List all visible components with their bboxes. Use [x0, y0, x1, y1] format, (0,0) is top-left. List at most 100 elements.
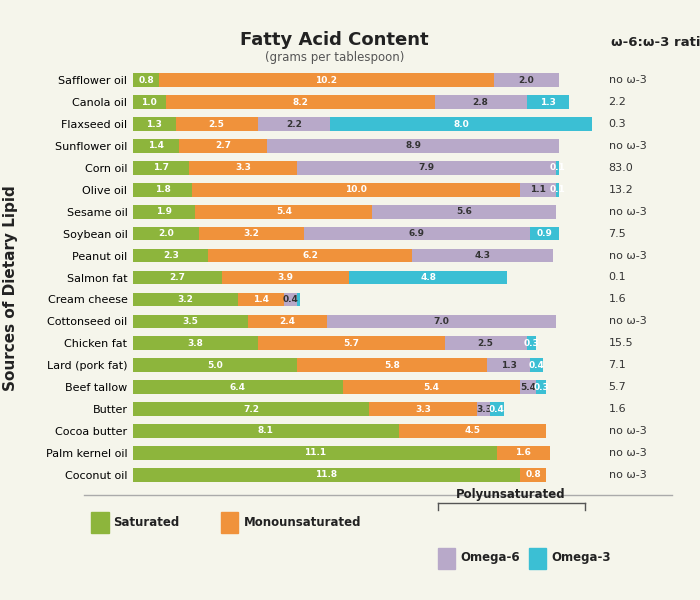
Bar — [297, 161, 556, 175]
Text: 2.3: 2.3 — [163, 251, 179, 260]
Text: 3.5: 3.5 — [183, 317, 198, 326]
Text: 13.2: 13.2 — [608, 185, 634, 195]
Text: 5.4: 5.4 — [424, 383, 440, 392]
Text: 11.1: 11.1 — [304, 448, 326, 457]
Bar — [133, 161, 189, 175]
Text: 8.2: 8.2 — [293, 98, 308, 107]
Text: Monounsaturated: Monounsaturated — [244, 515, 361, 529]
Text: 0.8: 0.8 — [525, 470, 541, 479]
Bar — [297, 293, 300, 306]
Bar — [556, 161, 559, 175]
Bar — [520, 468, 546, 482]
Bar — [133, 424, 399, 438]
Text: 6.4: 6.4 — [230, 383, 246, 392]
Text: no ω-3: no ω-3 — [608, 75, 646, 85]
Bar — [133, 227, 199, 241]
Bar — [133, 271, 222, 284]
Text: 1.7: 1.7 — [153, 163, 169, 172]
Text: 3.3: 3.3 — [235, 163, 251, 172]
Text: Fatty Acid Content: Fatty Acid Content — [240, 31, 429, 49]
Bar — [248, 314, 326, 328]
Bar — [133, 139, 179, 153]
Text: 5.4: 5.4 — [520, 383, 536, 392]
Bar — [494, 73, 559, 87]
Text: 5.0: 5.0 — [207, 361, 223, 370]
Bar — [444, 337, 526, 350]
Bar — [349, 271, 507, 284]
Bar — [497, 446, 550, 460]
Bar — [258, 117, 330, 131]
Bar — [284, 293, 297, 306]
Bar — [179, 139, 267, 153]
Text: 2.7: 2.7 — [169, 273, 186, 282]
Text: no ω-3: no ω-3 — [608, 448, 646, 458]
Text: 3.9: 3.9 — [277, 273, 293, 282]
Bar — [412, 249, 553, 262]
Bar — [369, 402, 477, 416]
Text: 5.7: 5.7 — [608, 382, 626, 392]
Text: 10.2: 10.2 — [316, 76, 337, 85]
Text: no ω-3: no ω-3 — [608, 470, 646, 480]
Text: 1.8: 1.8 — [155, 185, 171, 194]
Text: Polyunsaturated: Polyunsaturated — [456, 488, 566, 501]
Bar — [192, 183, 520, 197]
Text: 0.1: 0.1 — [608, 272, 626, 283]
Bar — [530, 227, 559, 241]
Bar — [372, 205, 556, 218]
Bar — [133, 205, 195, 218]
Text: 1.6: 1.6 — [608, 404, 626, 414]
Text: 10.0: 10.0 — [345, 185, 367, 194]
Bar — [222, 271, 349, 284]
Bar — [520, 183, 556, 197]
Bar — [133, 337, 258, 350]
Text: 1.0: 1.0 — [141, 98, 158, 107]
Text: 2.2: 2.2 — [286, 119, 302, 128]
Bar — [176, 117, 258, 131]
Bar — [477, 402, 491, 416]
Text: 5.7: 5.7 — [343, 339, 359, 348]
Bar — [297, 358, 487, 372]
Text: 5.6: 5.6 — [456, 207, 473, 216]
Text: 3.2: 3.2 — [243, 229, 259, 238]
Text: 0.1: 0.1 — [550, 163, 566, 172]
Text: Omega-6: Omega-6 — [461, 551, 520, 565]
Text: (grams per tablespoon): (grams per tablespoon) — [265, 51, 405, 64]
Text: 0.8: 0.8 — [138, 76, 154, 85]
Bar — [133, 402, 369, 416]
Bar — [133, 468, 520, 482]
Text: 8.1: 8.1 — [258, 427, 274, 436]
Text: 8.9: 8.9 — [405, 142, 421, 151]
Text: 0.3: 0.3 — [608, 119, 626, 129]
Text: Sources of Dietary Lipid: Sources of Dietary Lipid — [3, 185, 18, 391]
Text: 2.4: 2.4 — [279, 317, 295, 326]
Text: 4.5: 4.5 — [465, 427, 480, 436]
Bar — [304, 227, 530, 241]
Text: 0.4: 0.4 — [283, 295, 298, 304]
Bar — [133, 293, 238, 306]
Bar — [238, 293, 284, 306]
Bar — [133, 314, 248, 328]
Text: 0.3: 0.3 — [533, 383, 550, 392]
Bar — [326, 314, 556, 328]
Text: 0.9: 0.9 — [537, 229, 552, 238]
Text: no ω-3: no ω-3 — [608, 426, 646, 436]
Text: Omega-3: Omega-3 — [552, 551, 611, 565]
Text: 1.6: 1.6 — [608, 295, 626, 304]
Text: 1.3: 1.3 — [540, 98, 556, 107]
Bar — [487, 358, 530, 372]
Bar — [343, 380, 520, 394]
Text: 0.1: 0.1 — [550, 185, 566, 194]
Text: no ω-3: no ω-3 — [608, 207, 646, 217]
Bar — [133, 446, 497, 460]
Bar — [258, 337, 444, 350]
Bar — [556, 183, 559, 197]
Text: 2.8: 2.8 — [473, 98, 489, 107]
Bar — [195, 205, 372, 218]
Text: 7.1: 7.1 — [608, 360, 626, 370]
Text: 1.1: 1.1 — [530, 185, 546, 194]
Bar — [530, 358, 543, 372]
Text: 2.5: 2.5 — [209, 119, 225, 128]
Bar — [133, 117, 176, 131]
Text: 7.2: 7.2 — [243, 404, 259, 413]
Text: 4.3: 4.3 — [475, 251, 490, 260]
